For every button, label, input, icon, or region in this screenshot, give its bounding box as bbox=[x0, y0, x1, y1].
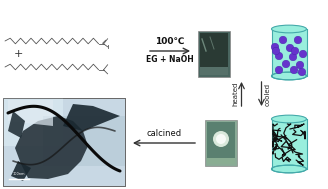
Polygon shape bbox=[200, 67, 228, 75]
Circle shape bbox=[299, 50, 307, 58]
Polygon shape bbox=[8, 111, 25, 138]
Ellipse shape bbox=[272, 115, 306, 123]
Text: heated: heated bbox=[233, 82, 238, 106]
Text: 100℃: 100℃ bbox=[155, 37, 185, 46]
Circle shape bbox=[275, 52, 283, 60]
Polygon shape bbox=[200, 33, 228, 75]
Polygon shape bbox=[8, 100, 53, 126]
Circle shape bbox=[275, 66, 283, 74]
Text: calcined: calcined bbox=[146, 129, 182, 138]
Circle shape bbox=[279, 36, 287, 44]
Circle shape bbox=[286, 44, 294, 52]
Circle shape bbox=[216, 134, 226, 144]
Polygon shape bbox=[3, 98, 63, 146]
Circle shape bbox=[296, 61, 304, 69]
Text: 100nm: 100nm bbox=[13, 172, 25, 176]
Circle shape bbox=[291, 47, 299, 55]
Polygon shape bbox=[3, 98, 125, 186]
Circle shape bbox=[271, 43, 279, 51]
Polygon shape bbox=[272, 119, 306, 169]
Polygon shape bbox=[272, 29, 306, 76]
Polygon shape bbox=[63, 104, 120, 131]
Text: +: + bbox=[13, 49, 23, 59]
Polygon shape bbox=[207, 158, 235, 164]
Polygon shape bbox=[15, 116, 88, 179]
Text: EG + NaOH: EG + NaOH bbox=[146, 55, 194, 64]
Ellipse shape bbox=[272, 25, 306, 33]
Circle shape bbox=[213, 131, 229, 147]
Circle shape bbox=[282, 60, 290, 68]
Polygon shape bbox=[205, 120, 237, 166]
Polygon shape bbox=[11, 161, 31, 181]
Text: cooled: cooled bbox=[264, 83, 271, 105]
Circle shape bbox=[298, 68, 306, 76]
Circle shape bbox=[272, 47, 280, 55]
Polygon shape bbox=[207, 122, 235, 164]
Circle shape bbox=[290, 66, 298, 74]
Polygon shape bbox=[198, 31, 230, 77]
Polygon shape bbox=[43, 116, 125, 166]
Ellipse shape bbox=[272, 72, 306, 80]
Circle shape bbox=[289, 53, 297, 61]
Circle shape bbox=[294, 36, 302, 44]
Ellipse shape bbox=[272, 165, 306, 173]
